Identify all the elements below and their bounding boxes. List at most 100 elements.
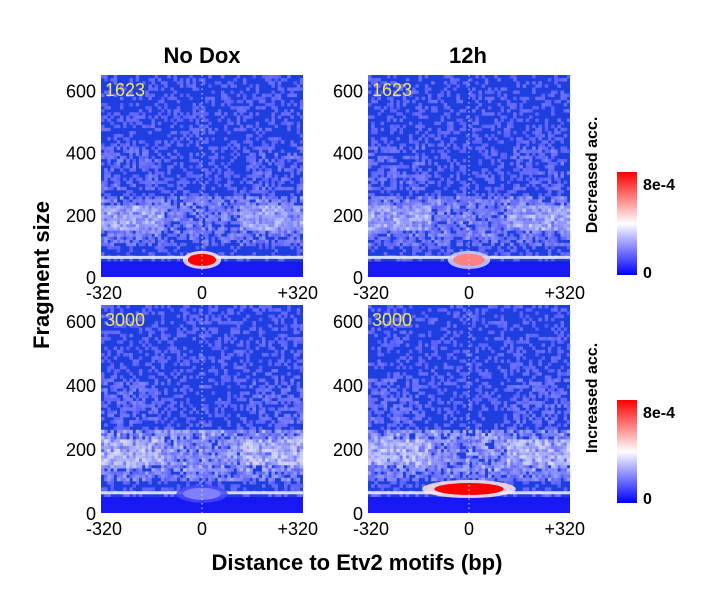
heatmap-cell (481, 168, 486, 172)
heatmap-cell (446, 183, 451, 188)
heatmap-cell (522, 227, 527, 231)
heatmap-cell (290, 239, 294, 244)
heatmap-cell (151, 401, 155, 405)
heatmap-cell (271, 180, 275, 185)
heatmap-cell (176, 356, 181, 360)
heatmap-cell (415, 96, 419, 101)
heatmap-cell (277, 180, 282, 185)
heatmap-cell (154, 165, 159, 169)
heatmap-cell (123, 410, 127, 415)
heatmap-cell (284, 362, 288, 367)
heatmap-cell (249, 426, 253, 431)
heatmap-cell (481, 236, 486, 241)
heatmap-cell (465, 202, 470, 206)
heatmap-cell (481, 245, 486, 250)
heatmap-cell (383, 239, 388, 244)
heatmap-cell (195, 224, 200, 228)
heatmap-cell (119, 413, 124, 418)
heatmap-cell (415, 196, 419, 200)
heatmap-cell (101, 433, 105, 437)
heatmap-cell (179, 333, 184, 338)
heatmap-cell (123, 121, 127, 126)
heatmap-cell (547, 186, 552, 191)
heatmap-cell (104, 217, 108, 222)
heatmap-cell (563, 236, 568, 241)
heatmap-cell (506, 208, 511, 213)
heatmap-cell (135, 214, 140, 219)
heatmap-cell (129, 81, 133, 85)
heatmap-cell (299, 429, 304, 434)
heatmap-cell (402, 84, 407, 88)
heatmap-cell (393, 199, 397, 203)
heatmap-cell (151, 429, 155, 434)
heatmap-cell (179, 202, 184, 206)
heatmap-cell (151, 146, 155, 150)
heatmap-cell (101, 124, 105, 129)
heatmap-cell (274, 214, 279, 219)
heatmap-cell (287, 413, 291, 418)
heatmap-cell (198, 372, 203, 376)
heatmap-cell (164, 106, 168, 110)
heatmap-cell (148, 78, 152, 82)
heatmap-cell (110, 165, 114, 169)
heatmap-cell (173, 249, 178, 253)
heatmap-cell (135, 211, 140, 216)
heatmap-cell (126, 413, 130, 418)
heatmap-cell (547, 214, 552, 219)
heatmap-cell (497, 205, 501, 209)
heatmap-cell (129, 211, 133, 216)
heatmap-cell (157, 227, 162, 231)
heatmap-cell (516, 137, 520, 141)
heatmap-cell (119, 224, 124, 228)
heatmap-cell (252, 127, 256, 132)
heatmap-cell (551, 109, 555, 113)
heatmap-cell (239, 230, 244, 234)
heatmap-cell (129, 333, 133, 338)
heatmap-cell (551, 236, 555, 241)
heatmap-cell (208, 121, 212, 126)
heatmap-cell (491, 134, 495, 138)
heatmap-cell (475, 227, 479, 231)
heatmap-cell (129, 227, 133, 231)
heatmap-cell (157, 340, 162, 344)
heatmap-cell (176, 214, 181, 219)
heatmap-cell (208, 208, 212, 213)
heatmap-cell (265, 174, 269, 178)
heatmap-cell (258, 385, 263, 389)
heatmap-cell (233, 230, 238, 234)
heatmap-cell (113, 397, 118, 402)
heatmap-cell (202, 106, 206, 110)
heatmap-cell (138, 381, 143, 386)
heatmap-cell (142, 343, 146, 347)
heatmap-cell (446, 127, 451, 132)
heatmap-cell (287, 224, 291, 228)
heatmap-cell (390, 205, 394, 209)
heatmap-cell (261, 96, 266, 101)
heatmap-cell (268, 314, 272, 319)
heatmap-cell (299, 404, 304, 408)
heatmap-cell (214, 193, 219, 197)
heatmap-cell (217, 208, 222, 213)
heatmap-cell (186, 311, 190, 315)
heatmap-cell (154, 115, 159, 119)
heatmap-cell (503, 115, 508, 119)
heatmap-cell (148, 109, 152, 113)
heatmap-cell (500, 118, 505, 122)
heatmap-cell (513, 211, 517, 216)
heatmap-cell (183, 177, 187, 181)
heatmap-cell (494, 186, 498, 191)
heatmap-cell (151, 346, 155, 351)
heatmap-cell (261, 211, 266, 216)
heatmap-cell (287, 158, 291, 163)
heatmap-cell (287, 221, 291, 225)
heatmap-cell (368, 202, 372, 206)
heatmap-cell (217, 359, 222, 363)
heatmap-cell (243, 385, 247, 389)
heatmap-cell (123, 124, 127, 129)
heatmap-cell (525, 177, 530, 181)
heatmap-cell (224, 439, 228, 443)
heatmap-cell (377, 214, 381, 219)
heatmap-cell (503, 96, 508, 101)
heatmap-cell (157, 211, 162, 216)
heatmap-cell (202, 115, 206, 119)
